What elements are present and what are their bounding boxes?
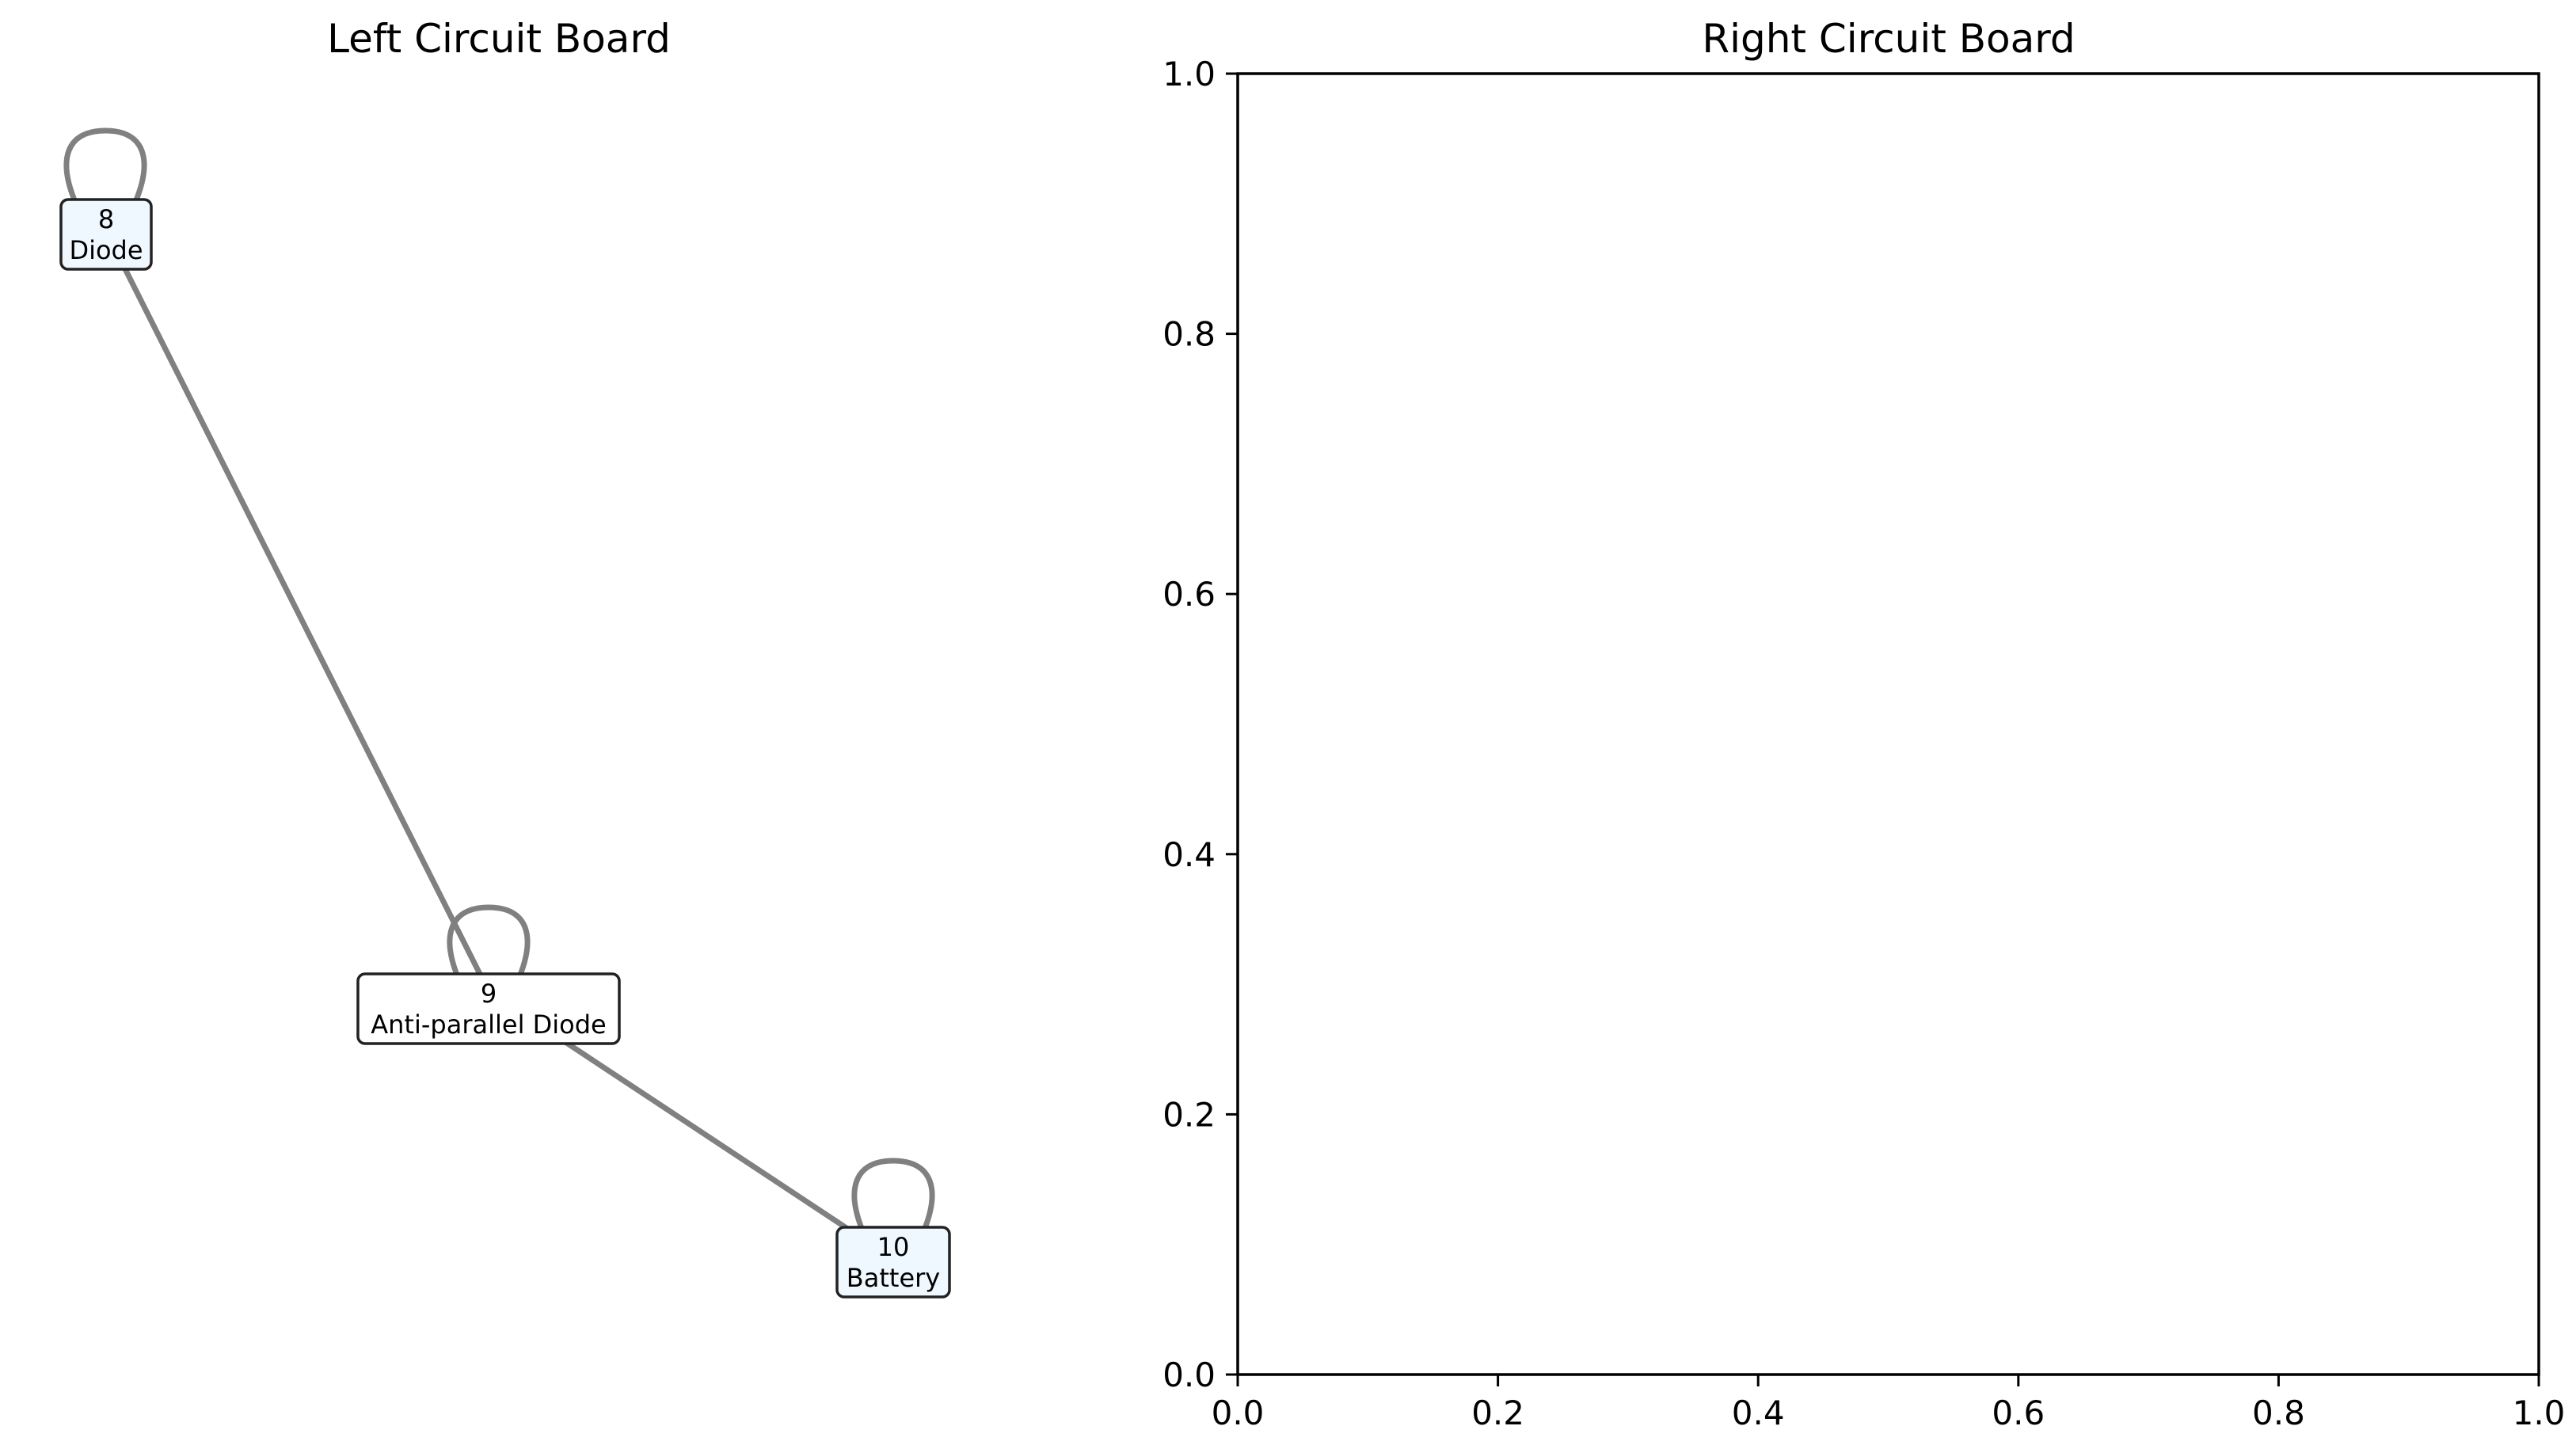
y-axis: 0.0 0.2 0.4 0.6 0.8 1.0 <box>1162 55 1238 1394</box>
left-panel-title: Left Circuit Board <box>327 16 671 62</box>
x-tick-label: 0.0 <box>1212 1394 1265 1432</box>
node-10-box <box>835 1226 951 1299</box>
self-loop-10 <box>851 1158 935 1239</box>
self-loop-9 <box>447 904 531 986</box>
node-9-label: Anti-parallel Diode <box>371 1010 606 1040</box>
node-10-label: Battery <box>847 1263 940 1293</box>
y-tick-label: 0.6 <box>1162 575 1216 614</box>
x-axis: 0.0 0.2 0.4 0.6 0.8 1.0 <box>1212 1375 2566 1432</box>
node-10: 10 Battery <box>835 1226 951 1299</box>
node-9: 9 Anti-parallel Diode <box>356 972 621 1045</box>
y-tick-label: 0.4 <box>1162 835 1216 874</box>
x-tick-label: 0.6 <box>1992 1394 2045 1432</box>
node-9-box <box>356 972 621 1045</box>
left-circuit-board: Left Circuit Board 8 Diode 9 Anti-parall… <box>59 16 951 1299</box>
y-tick-label: 0.8 <box>1162 315 1216 354</box>
right-circuit-board: Right Circuit Board 0.0 0.2 0.4 0.6 0.8 1.0 0… <box>1162 16 2565 1432</box>
node-8: 8 Diode <box>59 198 153 271</box>
self-loop-8 <box>63 127 147 209</box>
x-tick-label: 0.8 <box>2252 1394 2305 1432</box>
x-tick-label: 0.4 <box>1732 1394 1785 1432</box>
node-9-id: 9 <box>481 979 497 1009</box>
node-8-label: Diode <box>69 235 143 265</box>
right-panel-title: Right Circuit Board <box>1702 16 2075 62</box>
node-10-id: 10 <box>877 1232 910 1262</box>
x-tick-label: 0.2 <box>1471 1394 1524 1432</box>
y-tick-label: 1.0 <box>1162 55 1216 93</box>
x-tick-label: 1.0 <box>2513 1394 2566 1432</box>
node-8-id: 8 <box>98 204 114 234</box>
y-tick-label: 0.2 <box>1162 1095 1216 1134</box>
edge-8-9 <box>102 226 492 994</box>
y-tick-label: 0.0 <box>1162 1356 1216 1394</box>
node-8-box <box>59 198 153 271</box>
right-axes-frame <box>1236 72 2540 1376</box>
